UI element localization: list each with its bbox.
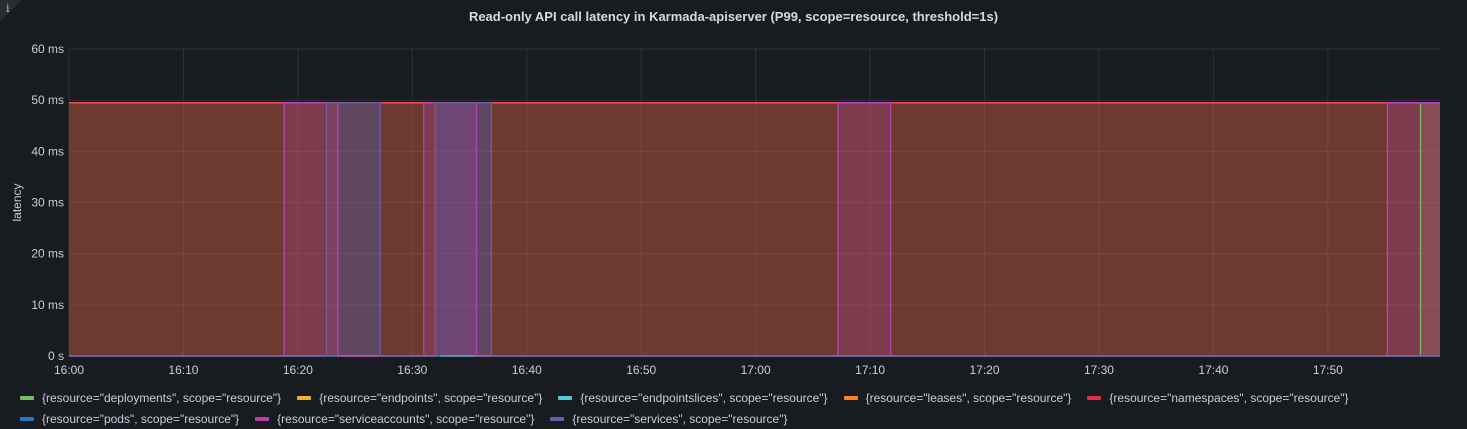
series-area-4 xyxy=(69,102,1440,356)
legend-item[interactable]: {resource="serviceaccounts", scope="reso… xyxy=(255,412,534,426)
legend-item[interactable]: {resource="namespaces", scope="resource"… xyxy=(1087,390,1349,405)
series-area-3 xyxy=(69,102,1440,356)
y-tick-label: 50 ms xyxy=(31,93,64,107)
legend-label: {resource="namespaces", scope="resource"… xyxy=(1109,390,1349,405)
legend-swatch xyxy=(20,416,34,421)
x-tick-label: 16:30 xyxy=(397,363,427,377)
panel-info-icon[interactable]: i xyxy=(0,0,22,22)
legend-label: {resource="leases", scope="resource"} xyxy=(865,390,1072,405)
y-tick-label: 40 ms xyxy=(31,144,64,158)
series-area-5 xyxy=(69,102,1440,356)
legend-swatch xyxy=(558,395,573,400)
x-tick-label: 16:00 xyxy=(54,363,84,377)
x-tick-label: 16:50 xyxy=(626,363,656,377)
legend-item[interactable]: {resource="pods", scope="resource"} xyxy=(20,412,239,426)
series-area-7 xyxy=(69,102,1440,356)
x-tick-label: 17:30 xyxy=(1084,363,1114,377)
legend-item[interactable]: {resource="leases", scope="resource"} xyxy=(843,390,1072,405)
legend-label: {resource="deployments", scope="resource… xyxy=(42,390,282,405)
legend-item[interactable]: {resource="endpointslices", scope="resou… xyxy=(558,390,828,405)
x-tick-label: 17:10 xyxy=(855,363,885,377)
y-tick-label: 20 ms xyxy=(31,247,64,261)
y-tick-label: 10 ms xyxy=(31,298,64,312)
x-tick-label: 17:40 xyxy=(1198,363,1228,377)
chart-title: Read-only API call latency in Karmada-ap… xyxy=(468,9,999,24)
legend-swatch xyxy=(255,416,270,421)
y-axis-label: latency xyxy=(10,183,24,221)
legend-label: {resource="endpointslices", scope="resou… xyxy=(580,390,828,405)
y-tick-label: 0 s xyxy=(48,349,64,363)
legend-label: {resource="endpoints", scope="resource"} xyxy=(319,390,543,405)
legend-swatch xyxy=(1087,395,1102,400)
legend: {resource="deployments", scope="resource… xyxy=(20,387,1460,429)
legend-label: {resource="services", scope="resource"} xyxy=(572,411,788,426)
x-tick-label: 16:40 xyxy=(512,363,542,377)
x-tick-label: 17:00 xyxy=(741,363,771,377)
x-tick-label: 17:50 xyxy=(1313,363,1343,377)
x-tick-label: 17:20 xyxy=(970,363,1000,377)
legend-swatch xyxy=(20,395,34,400)
legend-swatch xyxy=(843,395,858,400)
y-tick-label: 30 ms xyxy=(31,196,64,210)
series-line-7 xyxy=(69,102,1440,357)
legend-label: {resource="serviceaccounts", scope="reso… xyxy=(277,411,535,426)
legend-item[interactable]: {resource="deployments", scope="resource… xyxy=(20,391,281,405)
legend-item[interactable]: {resource="services", scope="resource"} xyxy=(550,411,788,426)
legend-swatch xyxy=(550,416,565,421)
legend-label: {resource="pods", scope="resource"} xyxy=(42,411,240,426)
x-tick-label: 16:10 xyxy=(168,363,198,377)
x-tick-label: 16:20 xyxy=(283,363,313,377)
y-tick-label: 60 ms xyxy=(31,42,64,56)
legend-swatch xyxy=(297,395,312,400)
legend-item[interactable]: {resource="endpoints", scope="resource"} xyxy=(297,391,542,405)
